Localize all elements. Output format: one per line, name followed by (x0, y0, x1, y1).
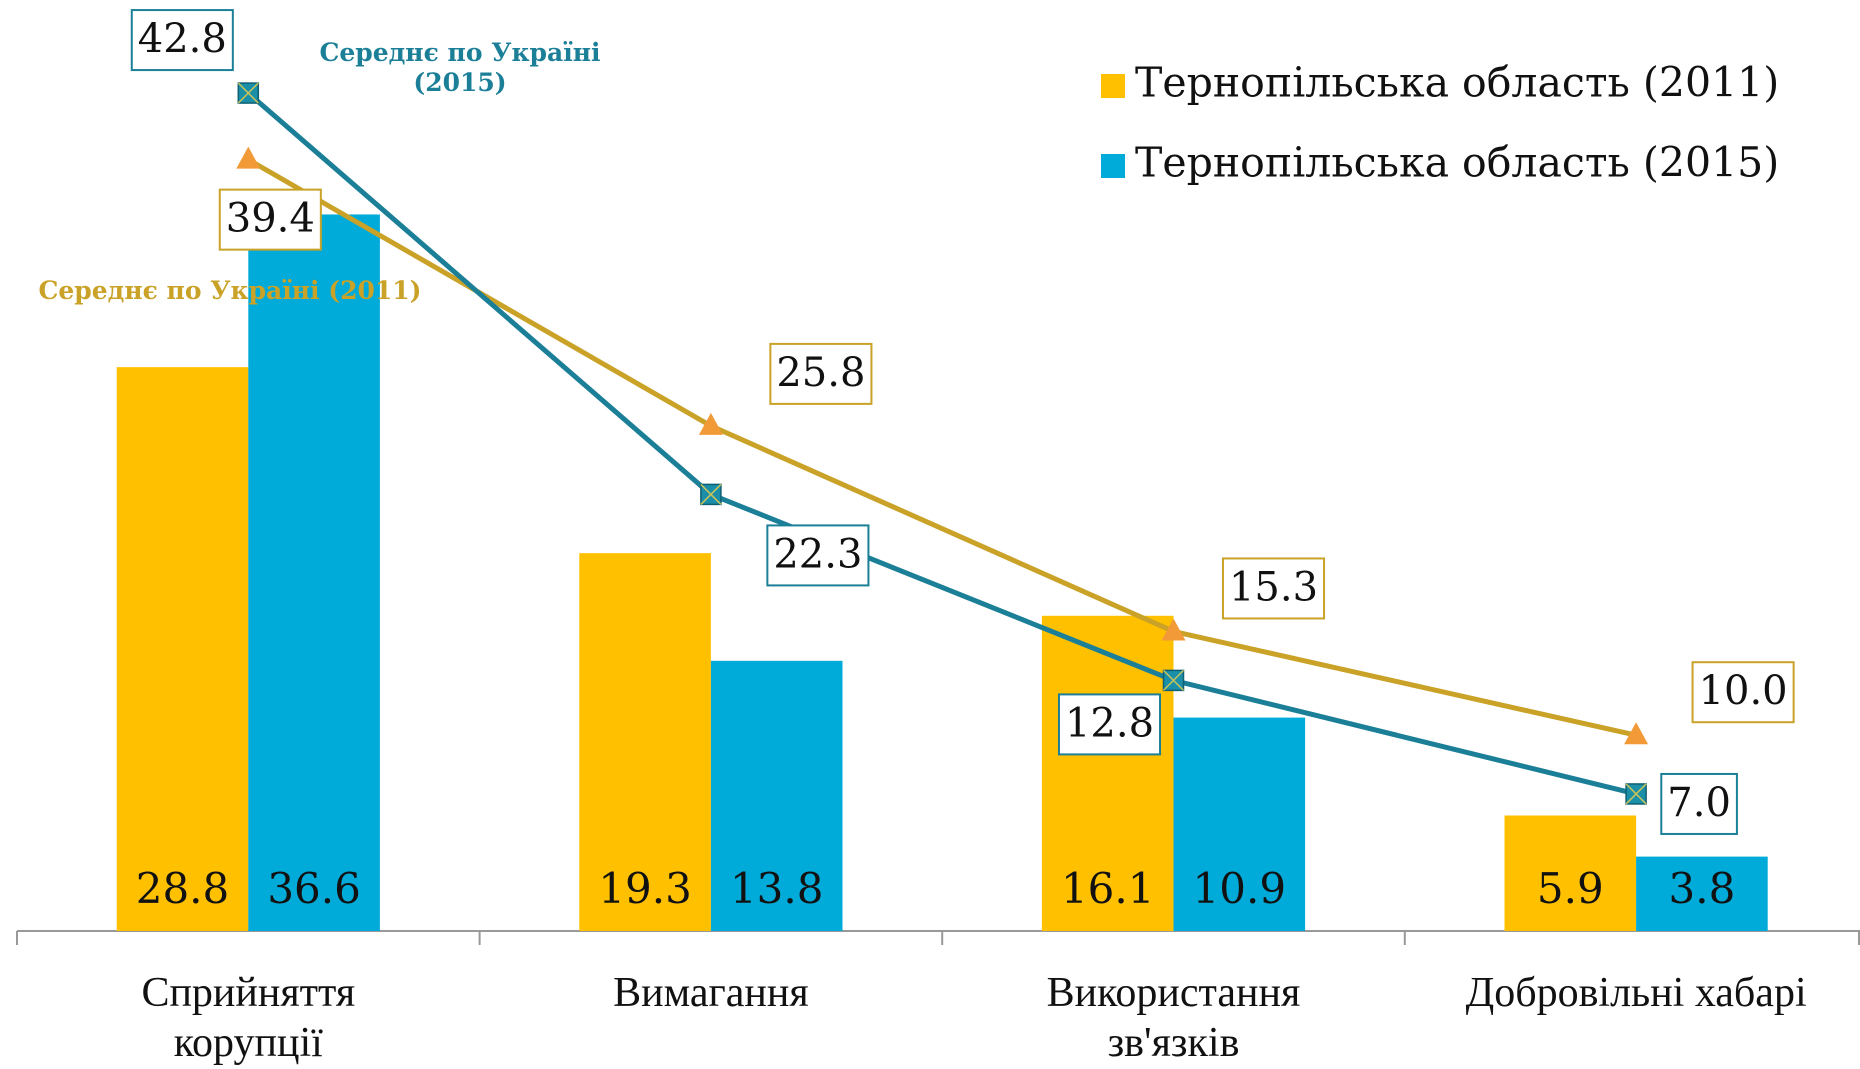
line-value-label: 22.3 (766, 524, 870, 587)
legend-swatch (1101, 154, 1125, 178)
bar-value-label: 36.6 (267, 864, 361, 913)
line-value-text: 42.8 (138, 16, 227, 62)
label-box (766, 524, 870, 587)
line-value-text: 10.0 (1699, 668, 1788, 714)
line-marker (700, 483, 722, 506)
label-box (218, 188, 322, 251)
marker-cross (237, 82, 259, 104)
label-box (1660, 772, 1738, 835)
marker-cross (1162, 669, 1185, 691)
bar (248, 214, 380, 931)
line-value-text: 25.8 (776, 350, 865, 396)
bar-value-label: 19.3 (598, 864, 692, 913)
label-box (130, 9, 234, 72)
x-tick-label: Добровільні хабарі (1465, 970, 1807, 1016)
line (246, 91, 1637, 797)
x-tick-label: Використання зв'язків (1046, 970, 1301, 1066)
line-value-label: 39.4 (218, 188, 322, 251)
marker-cross (700, 483, 722, 505)
line-value-text: 7.0 (1667, 780, 1731, 826)
series-label: Середнє по Україні (2015) (319, 38, 601, 97)
line-marker (1162, 669, 1185, 692)
line-value-label: 42.8 (130, 9, 234, 72)
legend-label: Тернопільська область (2015) (1135, 139, 1779, 187)
bar-value-label: 3.8 (1669, 864, 1736, 913)
line-value-text: 22.3 (773, 531, 862, 577)
line-marker (698, 412, 723, 435)
label-box (1691, 661, 1795, 724)
line-marker (1161, 618, 1186, 641)
line-value-text: 15.3 (1229, 564, 1318, 610)
label-box (1057, 693, 1162, 756)
bar (1041, 615, 1174, 931)
line (247, 157, 1637, 738)
bar-value-label: 5.9 (1537, 864, 1604, 913)
line-value-label: 10.0 (1691, 661, 1795, 724)
series-label: Середнє по Україні (2011) (38, 276, 422, 305)
x-tick-label: Сприйняття корупції (141, 970, 356, 1066)
bar (116, 367, 249, 931)
line-value-text: 12.8 (1065, 700, 1154, 746)
label-box (1221, 557, 1326, 620)
bar-value-label: 28.8 (136, 864, 230, 913)
line-value-label: 12.8 (1057, 693, 1162, 756)
line-value-label: 7.0 (1660, 772, 1738, 835)
line-marker (237, 82, 260, 104)
line-value-label: 15.3 (1221, 557, 1326, 620)
line-value-text: 39.4 (226, 196, 315, 242)
bar (1173, 717, 1306, 931)
bar (1504, 815, 1637, 931)
legend-label: Тернопільська область (2011) (1135, 59, 1779, 107)
bar-value-label: 13.8 (730, 864, 824, 913)
line-marker (1624, 722, 1649, 745)
bar (710, 660, 843, 931)
bar (579, 553, 711, 931)
bar-value-label: 10.9 (1193, 864, 1287, 913)
line-marker (1625, 783, 1647, 805)
marker-cross (1625, 783, 1647, 805)
legend-swatch (1101, 74, 1125, 98)
label-box (769, 342, 873, 405)
bar-value-label: 16.1 (1061, 864, 1155, 913)
x-tick-label: Вимагання (613, 970, 809, 1016)
line-marker (236, 146, 261, 169)
line-value-label: 25.8 (769, 342, 873, 405)
bar (1636, 856, 1768, 931)
